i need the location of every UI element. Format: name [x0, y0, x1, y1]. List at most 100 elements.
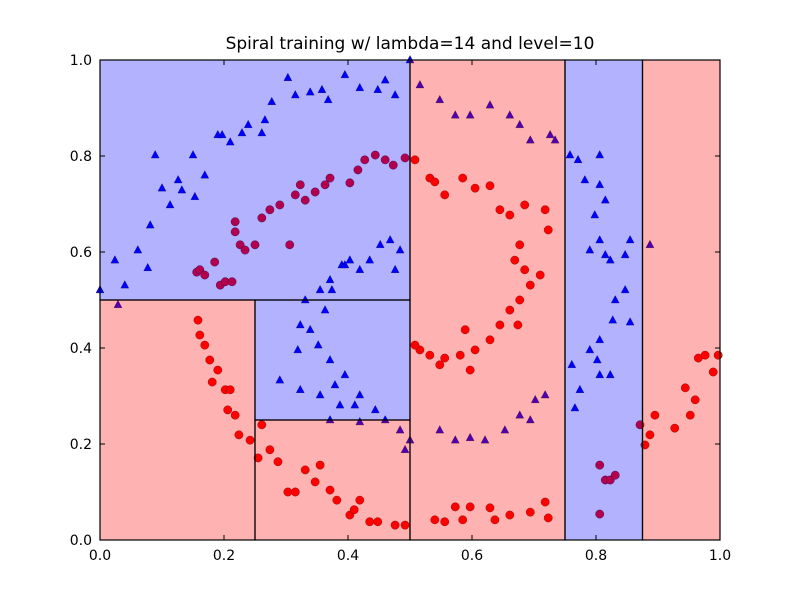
blue-triangle-point	[165, 200, 175, 209]
red-circle-point	[234, 430, 244, 440]
red-circle-point	[388, 160, 398, 170]
blue-triangle-point	[305, 324, 315, 333]
blue-region	[564, 59, 644, 541]
blue-triangle-point	[173, 175, 183, 184]
red-circle-point	[290, 487, 300, 497]
blue-triangle-point	[113, 299, 123, 308]
blue-triangle-point	[350, 400, 360, 409]
blue-triangle-point	[580, 175, 590, 184]
blue-region	[99, 59, 411, 301]
blue-triangle-point	[296, 384, 305, 393]
red-circle-point	[253, 453, 263, 463]
red-circle-point	[440, 353, 450, 363]
red-circle-point	[195, 265, 205, 275]
blue-triangle-point	[451, 110, 460, 119]
red-circle-point	[440, 190, 450, 200]
red-circle-point	[430, 515, 440, 525]
red-circle-point	[355, 495, 365, 505]
plot-frame	[99, 59, 721, 541]
blue-triangle-point	[145, 220, 155, 229]
red-circle-point	[595, 509, 605, 519]
x-tick-label: 0.4	[337, 548, 359, 564]
blue-triangle-point	[305, 87, 315, 96]
red-circle-point	[285, 240, 295, 250]
red-circle-point	[300, 465, 310, 475]
red-circle-point	[320, 180, 330, 190]
red-circle-point	[700, 350, 710, 360]
red-circle-point	[470, 345, 480, 355]
red-circle-point	[410, 155, 420, 165]
blue-triangle-point	[323, 95, 333, 103]
blue-triangle-point	[595, 370, 604, 379]
blue-triangle-point	[225, 137, 235, 146]
red-circle-point	[275, 200, 285, 210]
blue-triangle-point	[500, 425, 510, 434]
red-circle-point	[485, 335, 495, 345]
blue-triangle-point	[620, 285, 630, 294]
y-tick-label: 0.2	[70, 437, 92, 453]
red-circle-point	[465, 365, 475, 375]
y-tick-label: 0.4	[70, 341, 92, 357]
red-circle-point	[513, 320, 523, 330]
blue-triangle-point	[480, 435, 490, 444]
blue-triangle-point	[317, 84, 327, 93]
red-circle-point	[227, 277, 237, 287]
red-circle-point	[195, 330, 205, 340]
blue-triangle-point	[390, 90, 400, 99]
red-circle-point	[610, 470, 620, 480]
blue-triangle-point	[592, 355, 602, 364]
red-circle-point	[485, 503, 495, 513]
red-circle-point	[458, 515, 468, 525]
red-circle-point	[543, 225, 553, 235]
blue-triangle-point	[585, 345, 595, 354]
blue-triangle-point	[340, 70, 350, 79]
blue-triangle-point	[606, 255, 615, 264]
red-circle-point	[325, 173, 335, 183]
blue-triangle-point	[177, 185, 187, 194]
red-circle-point	[650, 410, 660, 420]
red-circle-point	[645, 430, 655, 440]
red-circle-point	[708, 367, 718, 377]
red-circle-point	[535, 270, 545, 280]
blue-triangle-point	[335, 400, 345, 409]
red-circle-point	[485, 181, 495, 191]
red-circle-point	[430, 177, 440, 187]
blue-triangle-point	[283, 72, 293, 81]
red-circle-point	[223, 405, 233, 415]
blue-triangle-point	[320, 305, 330, 314]
blue-triangle-point	[567, 359, 577, 368]
blue-triangle-point	[515, 119, 524, 128]
blue-triangle-point	[595, 179, 604, 188]
red-circle-point	[300, 195, 310, 205]
blue-triangle-point	[340, 260, 350, 269]
blue-triangle-point	[143, 263, 152, 271]
x-tick-label: 0.0	[89, 548, 111, 564]
red-circle-point	[505, 305, 515, 315]
blue-triangle-point	[327, 285, 337, 294]
red-circle-point	[425, 350, 435, 360]
red-region	[641, 59, 721, 541]
red-region	[409, 59, 566, 541]
blue-triangle-point	[133, 245, 143, 254]
red-circle-point	[332, 495, 342, 505]
blue-triangle-point	[190, 191, 200, 200]
blue-triangle-point	[550, 135, 560, 144]
red-circle-point	[460, 325, 470, 335]
red-circle-point	[543, 513, 553, 523]
blue-triangle-point	[380, 415, 390, 424]
blue-triangle-point	[610, 295, 620, 304]
red-circle-point	[290, 190, 300, 200]
red-circle-point	[690, 395, 700, 405]
blue-triangle-point	[601, 195, 610, 204]
chart-title: Spiral training w/ lambda=14 and level=1…	[225, 34, 595, 54]
red-circle-point	[240, 245, 250, 255]
blue-triangle-point	[485, 100, 495, 109]
blue-triangle-point	[243, 119, 253, 128]
blue-triangle-point	[345, 255, 355, 264]
y-tick-label: 0.8	[70, 149, 92, 165]
red-circle-point	[525, 507, 535, 517]
red-circle-point	[400, 153, 410, 163]
blue-triangle-point	[355, 417, 365, 426]
blue-triangle-point	[267, 96, 276, 105]
blue-triangle-point	[371, 405, 380, 414]
